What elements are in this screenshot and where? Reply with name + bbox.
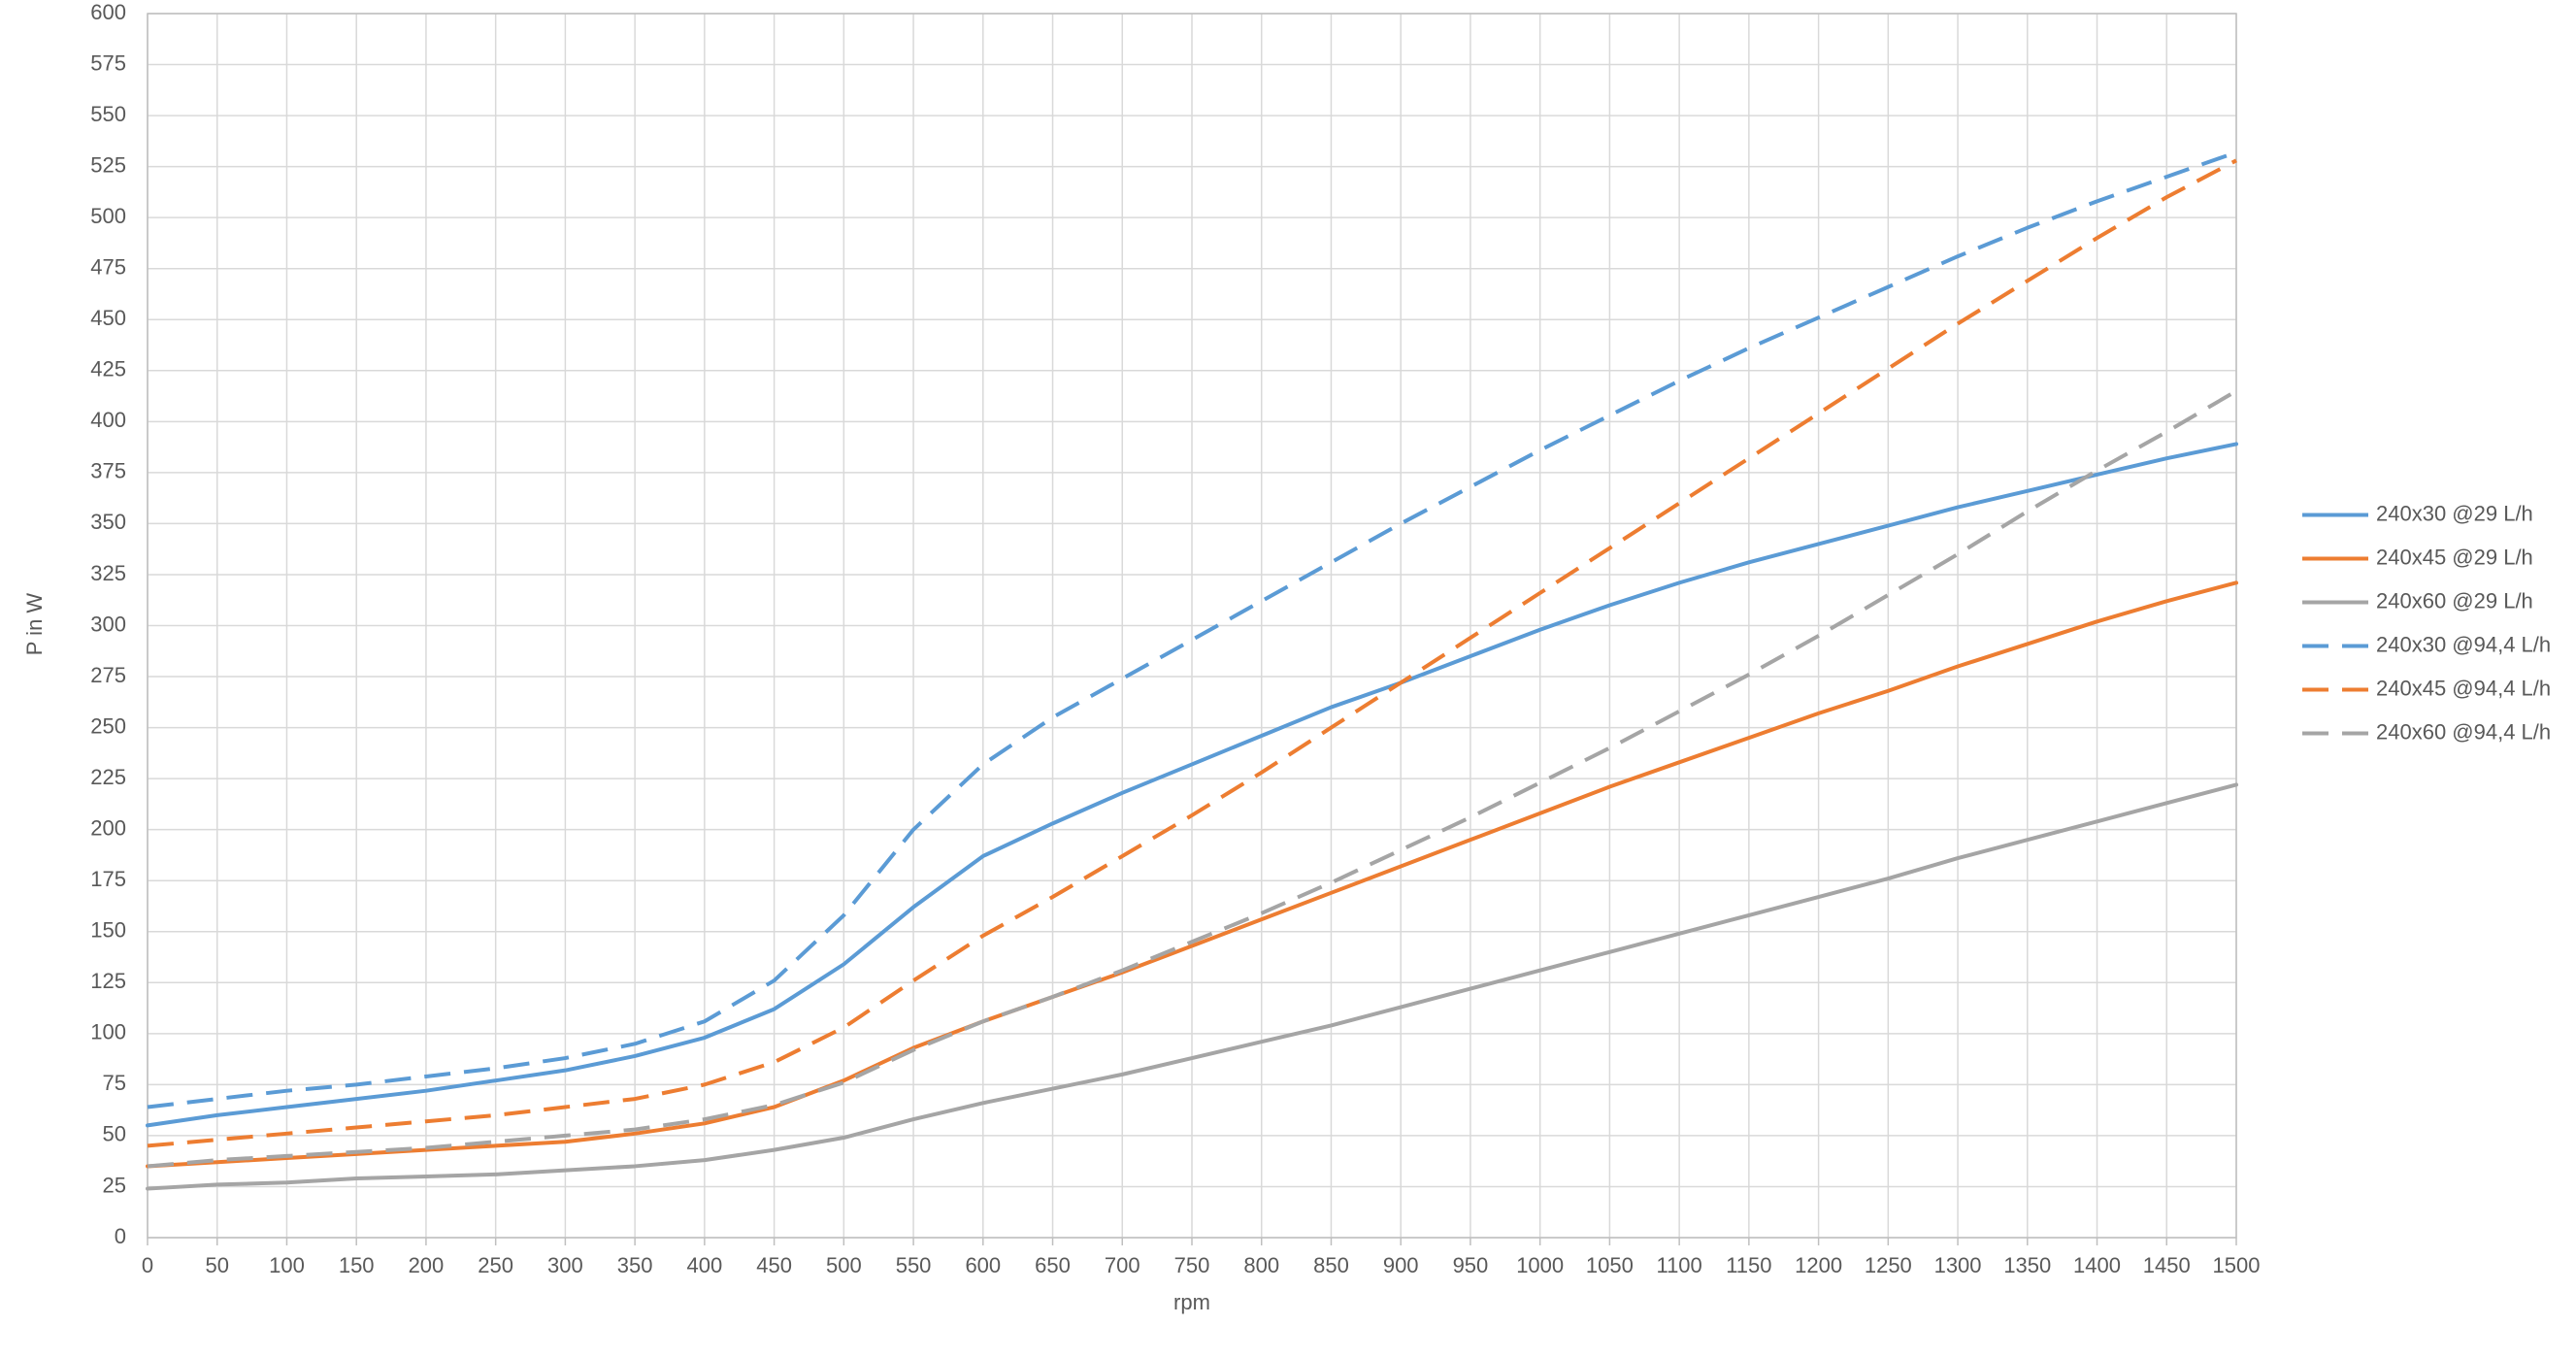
y-tick-label: 325 xyxy=(90,561,126,585)
series-line xyxy=(146,782,2238,1191)
x-tick-label: 50 xyxy=(205,1253,228,1277)
y-tick-label: 375 xyxy=(90,459,126,483)
y-tick-label: 575 xyxy=(90,50,126,75)
x-tick-label: 1000 xyxy=(1516,1253,1564,1277)
x-tick-label: 400 xyxy=(687,1253,723,1277)
y-tick-label: 500 xyxy=(90,204,126,228)
x-tick-label: 350 xyxy=(617,1253,653,1277)
x-tick-label: 1300 xyxy=(1934,1253,1982,1277)
x-tick-label: 200 xyxy=(409,1253,445,1277)
y-tick-label: 75 xyxy=(103,1071,126,1095)
y-tick-label: 0 xyxy=(115,1224,126,1248)
legend-label: 240x30 @94,4 L/h xyxy=(2376,632,2551,656)
series-line xyxy=(147,158,2237,1148)
y-tick-label: 275 xyxy=(90,663,126,687)
x-tick-label: 450 xyxy=(756,1253,792,1277)
y-tick-label: 300 xyxy=(90,612,126,636)
x-tick-label: 1400 xyxy=(2073,1253,2121,1277)
x-tick-label: 1150 xyxy=(1726,1253,1771,1277)
x-tick-label: 1500 xyxy=(2213,1253,2261,1277)
x-tick-label: 100 xyxy=(269,1253,305,1277)
x-tick-label: 0 xyxy=(142,1253,153,1277)
x-tick-label: 500 xyxy=(826,1253,862,1277)
y-tick-label: 475 xyxy=(90,255,126,280)
x-tick-label: 150 xyxy=(339,1253,375,1277)
y-tick-label: 175 xyxy=(90,867,126,891)
x-tick-label: 950 xyxy=(1453,1253,1489,1277)
y-tick-label: 525 xyxy=(90,152,126,177)
x-tick-label: 1250 xyxy=(1865,1253,1912,1277)
x-tick-label: 600 xyxy=(965,1253,1001,1277)
y-tick-label: 425 xyxy=(90,357,126,381)
y-tick-label: 150 xyxy=(90,918,126,943)
y-axis-label: P in W xyxy=(22,593,47,656)
x-tick-label: 250 xyxy=(478,1253,513,1277)
legend-label: 240x60 @94,4 L/h xyxy=(2376,719,2551,744)
legend-label: 240x45 @29 L/h xyxy=(2376,545,2533,569)
x-tick-label: 800 xyxy=(1243,1253,1279,1277)
x-tick-label: 850 xyxy=(1313,1253,1349,1277)
series-line xyxy=(146,442,2238,1128)
y-tick-label: 125 xyxy=(90,969,126,993)
y-tick-label: 450 xyxy=(90,306,126,330)
y-tick-label: 550 xyxy=(90,102,126,126)
x-axis-label: rpm xyxy=(1173,1290,1210,1314)
y-tick-label: 250 xyxy=(90,713,126,738)
y-tick-label: 25 xyxy=(103,1173,126,1197)
y-tick-label: 225 xyxy=(90,765,126,789)
y-tick-label: 100 xyxy=(90,1020,126,1044)
x-tick-label: 300 xyxy=(547,1253,583,1277)
x-tick-label: 1350 xyxy=(2003,1253,2051,1277)
x-tick-label: 700 xyxy=(1105,1253,1140,1277)
y-tick-label: 600 xyxy=(90,0,126,24)
x-tick-label: 550 xyxy=(896,1253,932,1277)
legend-label: 240x45 @94,4 L/h xyxy=(2376,676,2551,700)
y-tick-label: 200 xyxy=(90,815,126,840)
legend-label: 240x60 @29 L/h xyxy=(2376,588,2533,613)
y-tick-label: 350 xyxy=(90,510,126,534)
x-tick-label: 1450 xyxy=(2143,1253,2191,1277)
legend-label: 240x30 @29 L/h xyxy=(2376,501,2533,525)
x-tick-label: 1200 xyxy=(1795,1253,1842,1277)
x-tick-label: 650 xyxy=(1035,1253,1071,1277)
x-tick-label: 900 xyxy=(1383,1253,1419,1277)
series-line xyxy=(146,580,2238,1169)
series-line xyxy=(147,389,2238,1169)
plot-border xyxy=(147,13,2237,1239)
x-tick-label: 750 xyxy=(1174,1253,1210,1277)
x-tick-label: 1100 xyxy=(1656,1253,1701,1277)
series-line xyxy=(147,150,2237,1110)
y-tick-label: 400 xyxy=(90,408,126,432)
y-tick-label: 50 xyxy=(103,1122,126,1146)
x-tick-label: 1050 xyxy=(1586,1253,1634,1277)
